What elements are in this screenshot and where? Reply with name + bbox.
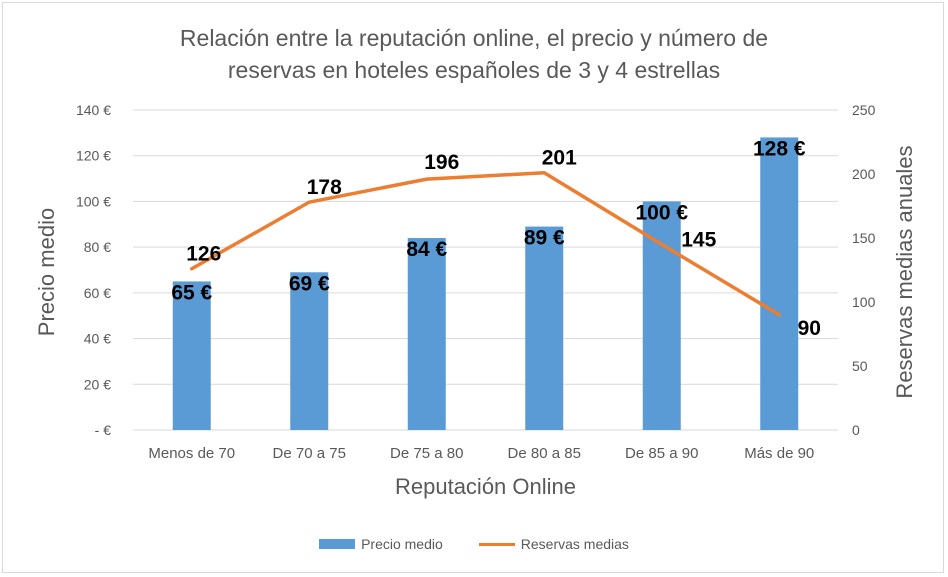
- bar-data-label: 69 €: [289, 272, 330, 295]
- series-line: [190, 170, 781, 317]
- chart-title-line-1: Relación entre la reputación online, el …: [179, 25, 769, 51]
- legend: Precio medio Reservas medias: [0, 536, 948, 552]
- y-tick-label-left: 20 €: [84, 376, 111, 392]
- y-tick-label-right: 100: [852, 294, 876, 310]
- y-tick-label-left: 100 €: [76, 193, 111, 209]
- y-tick-label-left: - €: [95, 422, 112, 438]
- x-tick-label: De 75 a 80: [390, 445, 463, 462]
- x-tick-label: De 85 a 90: [625, 445, 698, 462]
- line-data-label: 126: [186, 243, 221, 266]
- line-data-label: 145: [681, 228, 716, 251]
- legend-item-bar: Precio medio: [319, 536, 443, 552]
- line-data-label: 201: [542, 147, 577, 170]
- x-tick-label: De 70 a 75: [273, 445, 346, 462]
- bar: [760, 137, 799, 430]
- chart-title: Relación entre la reputación online, el …: [0, 22, 948, 86]
- line-data-label: 196: [424, 151, 459, 174]
- x-tick-label: Más de 90: [744, 445, 814, 462]
- y-tick-label-right: 200: [852, 166, 876, 182]
- chart-title-line-2: reservas en hoteles españoles de 3 y 4 e…: [227, 57, 721, 83]
- bar-data-label: 100 €: [635, 201, 688, 224]
- bar: [172, 281, 211, 430]
- line-data-label: 178: [307, 176, 342, 199]
- y-tick-label-left: 60 €: [84, 285, 111, 301]
- y-tick-label-left: 140 €: [76, 102, 111, 118]
- line-data-label: 90: [798, 317, 821, 340]
- legend-swatch-line: [478, 542, 515, 546]
- y-tick-label-right: 50: [852, 358, 868, 374]
- x-tick-label: De 80 a 85: [508, 445, 581, 462]
- legend-swatch-bar: [319, 539, 356, 549]
- legend-label-line: Reservas medias: [520, 536, 629, 552]
- y-tick-label-right: 0: [852, 422, 860, 438]
- bar: [642, 201, 681, 430]
- legend-item-line: Reservas medias: [478, 536, 629, 552]
- bar: [407, 238, 446, 430]
- bar-data-label: 65 €: [171, 281, 212, 304]
- bar-data-label: 84 €: [406, 238, 447, 261]
- bar: [290, 272, 329, 430]
- y-tick-label-left: 40 €: [84, 331, 111, 347]
- bar: [525, 226, 564, 430]
- bar-data-label: 89 €: [524, 227, 565, 250]
- bar-data-label: 128 €: [753, 137, 806, 160]
- y-tick-label-left: 80 €: [84, 239, 111, 255]
- x-tick-label: Menos de 70: [148, 445, 235, 462]
- legend-label-bar: Precio medio: [361, 536, 443, 552]
- y-tick-label-right: 250: [852, 102, 876, 118]
- y-tick-label-left: 120 €: [76, 148, 111, 164]
- x-axis-title: Reputación Online: [394, 474, 576, 499]
- y-tick-label-right: 150: [852, 230, 876, 246]
